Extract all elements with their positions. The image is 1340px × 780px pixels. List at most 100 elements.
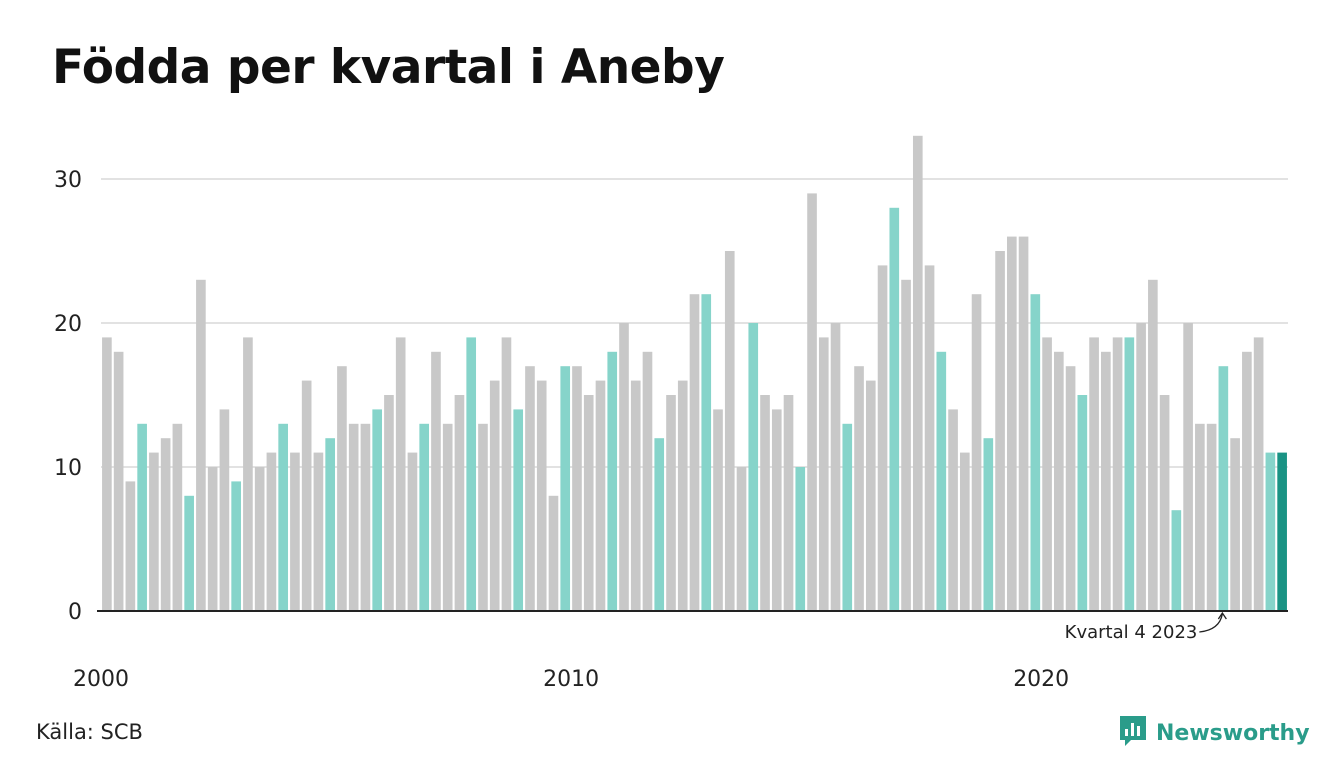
bar-2006-K3 [407,452,418,611]
bar-2023-K4 [1218,366,1229,611]
bar-2023-K3 [1206,423,1217,611]
bar-2016-K4 [889,207,900,612]
bar-2002-K3 [219,409,230,611]
bar-2024-K4 [1265,452,1276,611]
bar-2001-K1 [149,452,159,611]
bar-2009-K3 [548,495,559,611]
bar-2007-K1 [431,351,441,611]
bar-2009-K4 [560,366,571,611]
annotation-arrow [1199,613,1223,633]
bar-2015-K1 [807,193,817,611]
bar-2017-K3 [924,265,935,611]
bar-2001-K3 [172,423,183,611]
bar-2000-K1 [102,337,112,611]
bar-2013-K2 [724,251,735,611]
bar-2007-K4 [466,337,477,611]
bar-2015-K2 [818,337,829,611]
bar-2012-K4 [701,294,712,611]
bar-2008-K4 [513,409,524,611]
bar-2024-K3 [1253,337,1264,611]
bar-2014-K4 [795,467,806,611]
bar-chart-bubble-icon [1118,714,1148,752]
x-tick-label: 2000 [73,667,129,692]
bar-2020-K1 [1042,337,1052,611]
bar-2019-K3 [1018,236,1029,611]
bar-2021-K1 [1089,337,1099,611]
bar-2025-K1 [1277,452,1287,611]
bar-2003-K3 [266,452,277,611]
bar-2016-K1 [854,366,864,611]
annotation-label: Kvartal 4 2023 [1065,622,1198,643]
bar-2011-K1 [619,323,629,611]
bar-2002-K4 [231,481,241,611]
bar-2007-K3 [454,395,465,611]
bar-2013-K4 [748,323,759,611]
bar-2016-K3 [877,265,888,611]
bar-2012-K1 [666,395,676,611]
bar-2014-K2 [771,409,782,611]
bar-2014-K1 [760,395,770,611]
bar-2015-K4 [842,423,853,611]
bar-2013-K3 [736,467,747,611]
bar-2020-K2 [1054,351,1064,611]
bar-2020-K4 [1077,395,1088,611]
bar-2004-K1 [290,452,300,611]
bar-2016-K2 [865,380,876,611]
bar-2004-K3 [313,452,324,611]
bar-2004-K4 [325,438,335,611]
source-label: Källa: SCB [36,720,143,744]
bars [102,135,1287,612]
bar-2017-K1 [901,279,911,611]
bar-2010-K3 [595,380,606,611]
bar-2019-K2 [1007,236,1017,611]
bar-2010-K1 [572,366,582,611]
bar-2018-K3 [971,294,982,611]
bar-2005-K4 [372,409,382,611]
bar-2018-K1 [948,409,958,611]
annotation: Kvartal 4 2023 [1065,611,1227,643]
y-tick-label: 30 [54,168,82,193]
bar-2017-K2 [912,135,923,612]
bar-2001-K4 [184,495,194,611]
bar-2003-K1 [243,337,253,611]
bar-2021-K3 [1112,337,1123,611]
bar-2000-K2 [113,351,124,611]
bar-2008-K3 [501,337,512,611]
bar-2004-K2 [301,380,312,611]
bar-2001-K2 [160,438,171,611]
bar-2010-K2 [583,395,594,611]
y-tick-label: 10 [54,456,82,481]
bar-2000-K4 [137,423,147,611]
bar-2000-K3 [125,481,136,611]
bar-2012-K2 [677,380,688,611]
bar-2009-K1 [525,366,535,611]
bar-2003-K2 [254,467,265,611]
bar-2005-K2 [348,423,359,611]
bar-2013-K1 [713,409,723,611]
bar-2006-K4 [419,423,430,611]
brand-name: Newsworthy [1156,720,1310,746]
bar-2011-K3 [642,351,653,611]
bar-2006-K2 [395,337,406,611]
bar-chart: 0 10 20 30 2000 2010 2020 Kvartal 4 2023 [54,135,1288,692]
bar-2019-K1 [995,251,1005,611]
y-tick-label: 0 [68,600,82,625]
bar-2011-K4 [654,438,665,611]
bar-2022-K3 [1159,395,1170,611]
bar-2020-K3 [1065,366,1076,611]
bar-2022-K1 [1136,323,1146,611]
bar-2018-K2 [959,452,970,611]
bar-2002-K1 [196,279,206,611]
bar-2014-K3 [783,395,794,611]
x-tick-label: 2020 [1013,667,1069,692]
newsworthy-logo[interactable]: Newsworthy [1118,714,1310,752]
bar-2022-K4 [1171,510,1182,611]
bar-2022-K2 [1148,279,1158,611]
bar-2002-K2 [207,467,218,611]
bar-2019-K4 [1030,294,1041,611]
annotation-arrowhead [1217,611,1227,620]
bar-2010-K4 [607,351,618,611]
bar-2012-K3 [689,294,700,611]
bar-2017-K4 [936,351,947,611]
bar-2008-K2 [489,380,500,611]
